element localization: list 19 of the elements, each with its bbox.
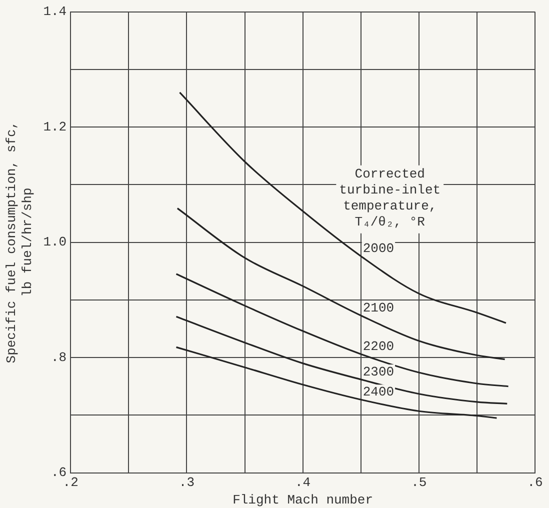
y-tick-label: 1.4 (43, 4, 67, 20)
x-tick-label: .5 (411, 475, 427, 490)
x-tick-label: .6 (527, 475, 543, 490)
y-axis-title: Specific fuel consumption, sfc, lb fuel/hr/shp (4, 121, 35, 364)
series-label: 2100 (362, 300, 394, 316)
x-tick-label: .4 (294, 475, 311, 490)
x-tick-label: .3 (178, 475, 195, 490)
series-label: 2400 (362, 384, 394, 400)
y-tick-label: 1.2 (43, 119, 67, 134)
line-series (175, 316, 508, 404)
series-label: 2200 (362, 339, 394, 354)
series-label: 2300 (362, 364, 394, 380)
x-axis-title: Flight Mach number (232, 492, 374, 508)
y-tick-label: 1.0 (43, 234, 67, 250)
series-label: 2000 (362, 241, 394, 256)
annotation: Corrected turbine-inlet temperature, T₄/θ₂, °R (339, 166, 441, 230)
y-tick-label: .8 (50, 350, 67, 365)
line-series (175, 273, 510, 388)
line-series (178, 92, 507, 324)
